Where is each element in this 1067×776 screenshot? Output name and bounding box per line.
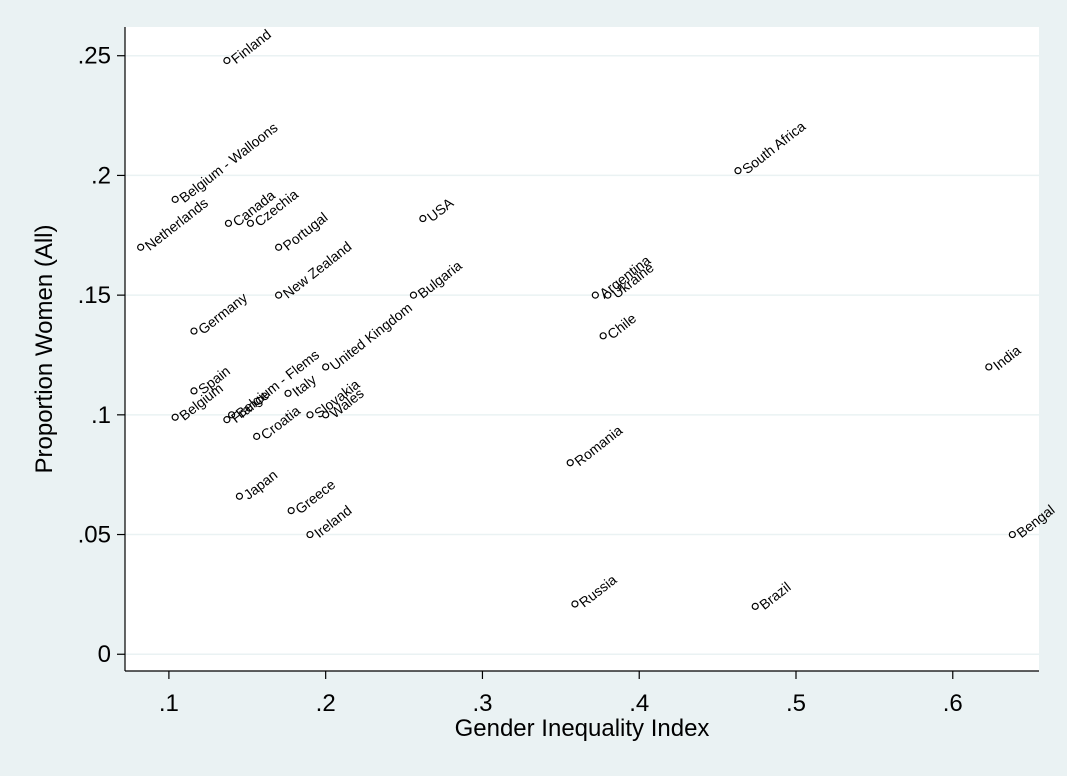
data-point — [306, 530, 314, 539]
y-tick-label: .05 — [78, 522, 111, 549]
y-tick-label: .1 — [91, 402, 111, 429]
data-point — [322, 363, 330, 371]
y-axis-title: Proportion Women (All) — [31, 225, 58, 474]
y-tick-label: .15 — [78, 282, 111, 309]
y-tick-label: .2 — [91, 162, 111, 189]
data-point — [419, 214, 427, 223]
data-point — [228, 411, 236, 419]
data-point — [171, 413, 179, 421]
x-tick-label: .3 — [472, 690, 492, 717]
data-point — [604, 291, 612, 299]
data-point — [751, 602, 759, 610]
data-point — [137, 243, 145, 251]
axes: 0 .05 .1 .15 .2 .25 .1 .2 .3 .4 .5 .6 — [78, 27, 1039, 717]
x-tick-label: .5 — [786, 690, 806, 717]
data-point — [591, 291, 599, 299]
x-tick-label: .4 — [629, 690, 649, 717]
data-point — [275, 291, 283, 299]
plot-area — [125, 27, 1039, 671]
data-point — [223, 56, 231, 65]
data-point — [306, 411, 314, 419]
data-point — [734, 167, 742, 175]
data-point — [190, 327, 198, 335]
x-tick-label: .2 — [316, 690, 336, 717]
x-tick-label: .1 — [159, 690, 179, 717]
data-point — [566, 459, 574, 467]
data-point — [322, 411, 330, 419]
data-point — [253, 432, 261, 440]
data-point — [190, 387, 198, 395]
data-point — [599, 332, 607, 340]
data-point — [571, 600, 579, 608]
data-point — [235, 492, 244, 500]
x-axis-title: Gender Inequality Index — [455, 715, 710, 742]
data-point — [246, 219, 255, 227]
data-point — [287, 506, 295, 515]
data-point — [275, 243, 283, 251]
data-point — [223, 416, 231, 424]
y-tick-label: 0 — [98, 641, 111, 668]
data-point — [409, 291, 418, 299]
data-point — [171, 195, 179, 203]
data-point — [224, 219, 233, 227]
data-point — [1008, 530, 1016, 539]
y-tick-label: .25 — [78, 43, 111, 70]
x-tick-label: .6 — [943, 690, 963, 717]
data-point — [284, 389, 292, 397]
data-point — [985, 363, 993, 371]
